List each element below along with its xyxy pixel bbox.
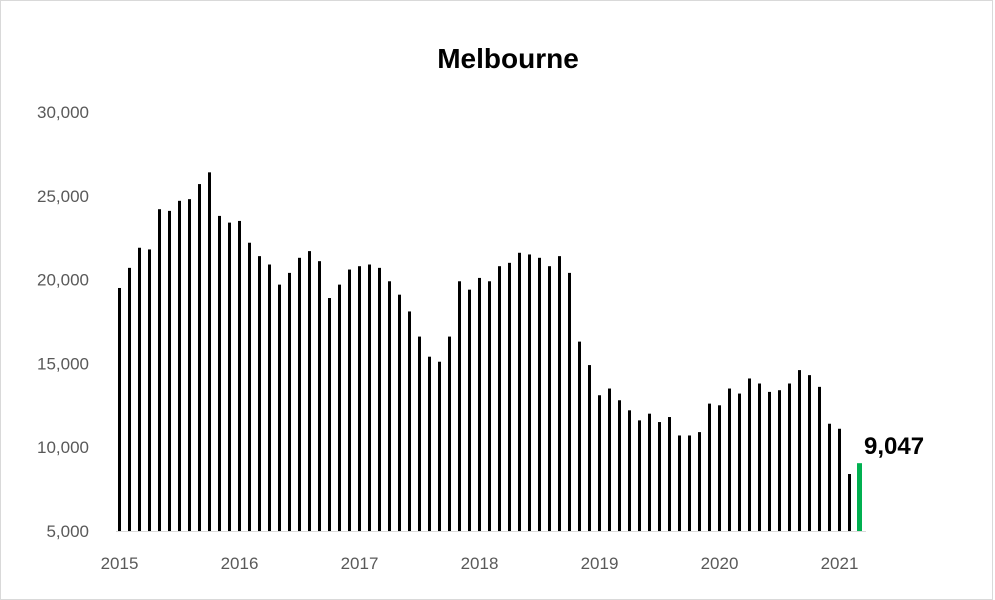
- bar: [778, 390, 781, 531]
- bar: [178, 200, 181, 531]
- bar: [238, 220, 241, 531]
- bar: [638, 420, 641, 531]
- x-tick-label: 2021: [821, 554, 859, 573]
- bar: [268, 264, 271, 531]
- bar: [738, 393, 741, 531]
- bar: [418, 336, 421, 531]
- bar: [628, 410, 631, 531]
- bar: [138, 247, 141, 532]
- chart-title: Melbourne: [437, 43, 579, 74]
- bar: [478, 277, 481, 531]
- bar: [808, 375, 811, 531]
- bar: [438, 361, 441, 531]
- bar: [338, 284, 341, 531]
- x-tick-label: 2019: [581, 554, 619, 573]
- bar: [498, 266, 501, 531]
- y-tick-label: 10,000: [37, 438, 89, 457]
- bar: [758, 383, 761, 531]
- bar: [788, 383, 791, 531]
- bar: [308, 251, 311, 531]
- bar: [538, 257, 541, 531]
- y-tick-label: 25,000: [37, 187, 89, 206]
- bar: [148, 249, 151, 531]
- bar: [368, 264, 371, 531]
- bar: [188, 199, 191, 532]
- bar: [518, 252, 521, 531]
- bar: [208, 172, 211, 531]
- bar: [388, 281, 391, 531]
- bar: [798, 370, 801, 531]
- bar: [558, 256, 561, 531]
- bar: [658, 422, 661, 531]
- bar: [688, 435, 691, 531]
- bar: [278, 284, 281, 531]
- bars: [118, 172, 862, 532]
- bar: [548, 266, 551, 531]
- bar: [428, 356, 431, 531]
- bar: [468, 289, 471, 531]
- bar-chart: Melbourne 5,000 10,000 15,000 20,000 25,000 3…: [37, 43, 924, 573]
- bar: [348, 269, 351, 531]
- bar: [328, 298, 331, 531]
- x-axis-labels: 2015 2016 2017 2018 2019 2020 2021: [101, 554, 859, 573]
- bar: [458, 281, 461, 531]
- bar: [698, 432, 701, 531]
- bar: [248, 242, 251, 531]
- bar: [128, 267, 131, 531]
- bar: [398, 294, 401, 531]
- bar: [678, 435, 681, 531]
- y-tick-label: 15,000: [37, 354, 89, 373]
- bar: [668, 417, 671, 531]
- bar: [288, 272, 291, 531]
- last-value-label: 9,047: [864, 433, 924, 460]
- x-tick-label: 2018: [461, 554, 499, 573]
- bar: [378, 267, 381, 531]
- x-tick-label: 2020: [701, 554, 739, 573]
- x-tick-label: 2017: [341, 554, 379, 573]
- y-axis-labels: 5,000 10,000 15,000 20,000 25,000 30,000: [37, 103, 89, 541]
- bar: [838, 428, 841, 531]
- bar: [318, 261, 321, 531]
- x-tick-label: 2016: [221, 554, 259, 573]
- bar: [588, 365, 591, 531]
- bar: [728, 388, 731, 531]
- bar: [848, 474, 851, 531]
- x-tick-label: 2015: [101, 554, 139, 573]
- bar: [828, 423, 831, 531]
- y-tick-label: 20,000: [37, 271, 89, 290]
- highlight-bar: [857, 463, 862, 531]
- bar: [408, 311, 411, 531]
- bar: [358, 266, 361, 531]
- bar: [618, 400, 621, 531]
- bar: [228, 222, 231, 531]
- bar: [258, 256, 261, 531]
- bar: [198, 184, 201, 531]
- bar: [448, 336, 451, 531]
- bar: [158, 209, 161, 531]
- bar: [768, 391, 771, 531]
- bar: [608, 388, 611, 531]
- bar: [298, 257, 301, 531]
- bar: [708, 403, 711, 531]
- bar: [218, 215, 221, 532]
- bar: [568, 272, 571, 531]
- bar: [528, 254, 531, 531]
- annotations: 9,047: [864, 433, 924, 460]
- bar: [718, 405, 721, 531]
- bar: [488, 281, 491, 531]
- bar: [118, 287, 121, 531]
- bar: [578, 341, 581, 531]
- bar: [818, 386, 821, 531]
- bar: [648, 413, 651, 531]
- y-tick-label: 30,000: [37, 103, 89, 122]
- bar: [168, 210, 171, 531]
- bar: [508, 262, 511, 531]
- bar: [748, 378, 751, 531]
- y-tick-label: 5,000: [46, 522, 89, 541]
- bar: [598, 395, 601, 531]
